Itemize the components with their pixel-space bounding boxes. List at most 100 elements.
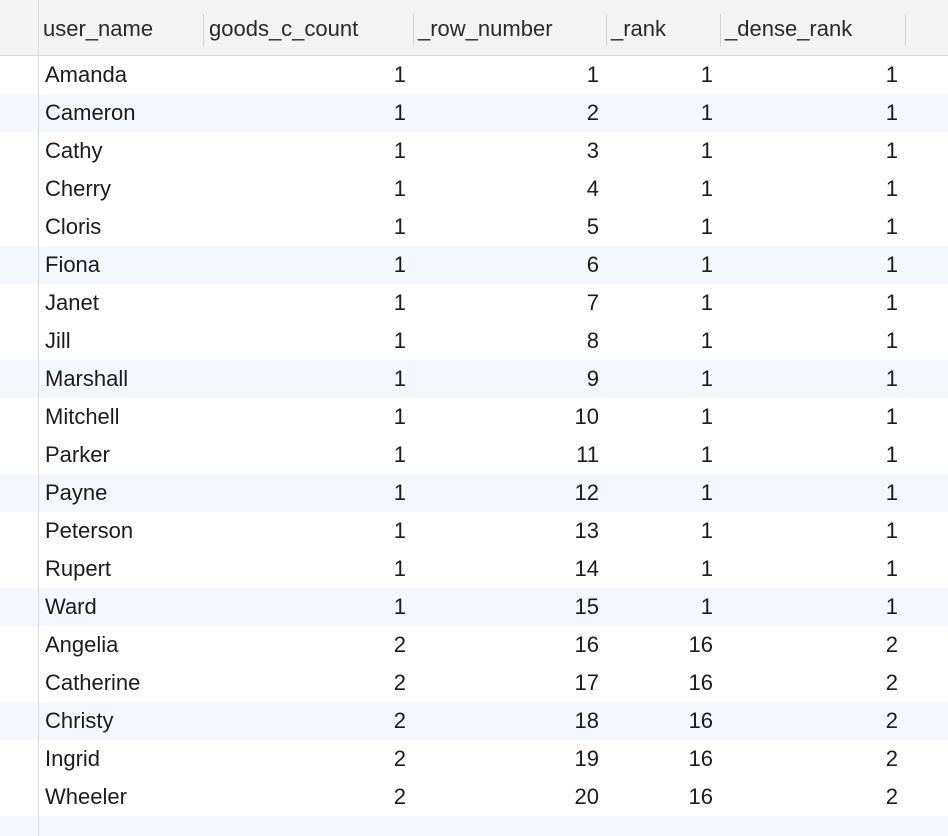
column-header-goods-c-count[interactable]: goods_c_count <box>209 16 359 41</box>
cell-dense-rank: 1 <box>885 214 898 239</box>
cell-dense-rank: 1 <box>885 328 898 353</box>
cell-user-name: Ward <box>45 594 97 619</box>
table-row[interactable]: Cameron 1 2 1 1 <box>0 94 948 132</box>
cell-goods-c-count: 2 <box>393 746 406 771</box>
cell-user-name: Catherine <box>45 670 141 695</box>
cell-dense-rank: 1 <box>885 290 898 315</box>
cell-user-name: Cameron <box>45 100 136 125</box>
cell-dense-rank: 1 <box>885 138 898 163</box>
cell-dense-rank: 2 <box>885 632 898 657</box>
cell-dense-rank: 1 <box>885 176 898 201</box>
cell-row-number: 3 <box>586 138 599 163</box>
cell-user-name: Peterson <box>45 518 134 543</box>
cell-goods-c-count: 1 <box>393 138 406 163</box>
cell-rank: 1 <box>700 366 713 391</box>
cell-dense-rank: 2 <box>885 670 898 695</box>
cell-goods-c-count: 2 <box>393 670 406 695</box>
cell-goods-c-count: 1 <box>393 442 406 467</box>
cell-rank: 1 <box>700 214 713 239</box>
table-row[interactable]: Jill 1 8 1 1 <box>0 322 948 360</box>
table-row[interactable]: Marshall 1 9 1 1 <box>0 360 948 398</box>
cell-row-number: 20 <box>574 784 599 809</box>
cell-rank: 16 <box>688 708 713 733</box>
table-row[interactable]: Parker 1 11 1 1 <box>0 436 948 474</box>
cell-user-name: Fiona <box>45 252 101 277</box>
cell-goods-c-count: 1 <box>393 480 406 505</box>
cell-user-name: Amanda <box>45 62 127 87</box>
cell-dense-rank: 1 <box>885 62 898 87</box>
cell-goods-c-count: 1 <box>393 176 406 201</box>
cell-user-name: Cherry <box>45 176 112 201</box>
cell-row-number: 19 <box>574 746 599 771</box>
column-header-row-number[interactable]: _row_number <box>418 16 553 41</box>
cell-goods-c-count: 1 <box>393 404 406 429</box>
cell-rank: 1 <box>700 138 713 163</box>
cell-user-name: Wheeler <box>45 784 127 809</box>
cell-goods-c-count: 1 <box>393 366 406 391</box>
table-row[interactable]: Wheeler 2 20 16 2 <box>0 778 948 816</box>
cell-goods-c-count: 2 <box>393 708 406 733</box>
cell-rank: 1 <box>700 328 713 353</box>
cell-rank: 1 <box>700 290 713 315</box>
cell-rank: 16 <box>688 670 713 695</box>
cell-user-name: Janet <box>45 290 99 315</box>
cell-rank: 16 <box>688 784 713 809</box>
table-row[interactable]: Mitchell 1 10 1 1 <box>0 398 948 436</box>
cell-row-number: 11 <box>576 442 599 467</box>
cell-user-name: Cloris <box>45 214 102 239</box>
cell-row-number: 14 <box>574 556 599 581</box>
table-row[interactable]: Ingrid 2 19 16 2 <box>0 740 948 778</box>
cell-row-number: 5 <box>586 214 599 239</box>
table-row[interactable]: Angelia 2 16 16 2 <box>0 626 948 664</box>
cell-row-number: 8 <box>586 328 599 353</box>
table-row[interactable]: Catherine 2 17 16 2 <box>0 664 948 702</box>
cell-row-number: 2 <box>586 100 599 125</box>
column-header-dense-rank[interactable]: _dense_rank <box>725 16 853 41</box>
table-row[interactable]: Christy 2 18 16 2 <box>0 702 948 740</box>
cell-dense-rank: 1 <box>885 366 898 391</box>
cell-rank: 1 <box>700 404 713 429</box>
cell-user-name: Payne <box>45 480 108 505</box>
cell-user-name: Cathy <box>45 138 103 163</box>
cell-rank: 1 <box>700 62 713 87</box>
cell-goods-c-count: 2 <box>393 784 406 809</box>
table-row[interactable]: Cherry 1 4 1 1 <box>0 170 948 208</box>
cell-rank: 16 <box>688 746 713 771</box>
column-divider[interactable] <box>905 14 906 46</box>
table-row[interactable]: Fiona 1 6 1 1 <box>0 246 948 284</box>
cell-rank: 1 <box>700 556 713 581</box>
table-row[interactable]: Cathy 1 3 1 1 <box>0 132 948 170</box>
cell-user-name: Ingrid <box>45 746 101 771</box>
cell-dense-rank: 1 <box>885 252 898 277</box>
table-row[interactable]: Janet 1 7 1 1 <box>0 284 948 322</box>
column-divider[interactable] <box>203 14 204 46</box>
column-divider[interactable] <box>413 14 414 46</box>
table-row[interactable]: Peterson 1 13 1 1 <box>0 512 948 550</box>
table-row[interactable]: Payne 1 12 1 1 <box>0 474 948 512</box>
cell-dense-rank: 1 <box>885 556 898 581</box>
cell-rank: 1 <box>700 480 713 505</box>
cell-goods-c-count: 2 <box>393 632 406 657</box>
cell-rank: 1 <box>700 100 713 125</box>
column-divider[interactable] <box>720 14 721 46</box>
cell-rank: 16 <box>688 632 713 657</box>
column-divider[interactable] <box>606 14 607 46</box>
cell-user-name: Rupert <box>45 556 112 581</box>
table-row[interactable]: Ward 1 15 1 1 <box>0 588 948 626</box>
cell-dense-rank: 1 <box>885 518 898 543</box>
cell-dense-rank: 1 <box>885 404 898 429</box>
cell-dense-rank: 1 <box>885 594 898 619</box>
column-header-rank[interactable]: _rank <box>611 16 667 41</box>
cell-dense-rank: 2 <box>885 746 898 771</box>
table-row[interactable]: Rupert 1 14 1 1 <box>0 550 948 588</box>
cell-goods-c-count: 1 <box>393 594 406 619</box>
cell-row-number: 16 <box>574 632 599 657</box>
column-header-row: user_name goods_c_count _row_number _ran… <box>0 0 948 56</box>
table-row[interactable]: Amanda 1 1 1 1 <box>0 56 948 94</box>
empty-row-area <box>0 816 948 836</box>
cell-goods-c-count: 1 <box>393 100 406 125</box>
table-row[interactable]: Cloris 1 5 1 1 <box>0 208 948 246</box>
cell-user-name: Jill <box>45 328 71 353</box>
column-header-user-name[interactable]: user_name <box>43 16 154 41</box>
